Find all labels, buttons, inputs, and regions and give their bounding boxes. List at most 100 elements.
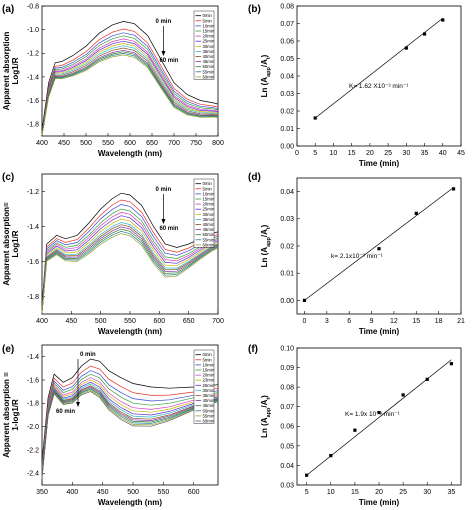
rate-constant-annotation: K= 1.9x 10⁻³ min⁻¹ <box>345 411 401 418</box>
y-axis-label-line2: Log1/R <box>11 230 20 257</box>
panel-f: (f) 5 10 15 20 25 30 35 0.03 0.04 0.05 0.06 0.07 0.08… <box>248 344 462 507</box>
panel-b: (b) 0 5 10 15 20 25 30 35 40 45 0.00 0.01 0.02 0.03 0.0… <box>248 3 465 168</box>
x-tick-label: 550 <box>102 140 114 147</box>
data-point <box>305 473 309 477</box>
annotation-60min: 60 min <box>56 409 75 415</box>
y-tick-label: 0.01 <box>280 271 294 278</box>
legend-entry: 35min <box>203 393 215 398</box>
legend-entry: 60min <box>203 419 215 424</box>
y-tick-label: 0.03 <box>280 91 294 98</box>
x-tick-label: 400 <box>36 318 48 325</box>
y-axis-label: Ln (Aapp/At) <box>260 395 272 438</box>
legend-entry: 55min <box>203 237 215 242</box>
spectrum-line-10min <box>41 32 219 135</box>
legend-entry: 10min <box>203 362 215 367</box>
legend-entry: 20min <box>203 373 215 378</box>
x-tick-label: 20 <box>375 489 383 496</box>
spectrum-line-60min <box>41 54 219 136</box>
legend-entry: 20min <box>203 34 215 39</box>
data-point <box>425 377 429 381</box>
x-tick-label: 450 <box>58 140 70 147</box>
panel-label: (d) <box>248 172 261 183</box>
x-tick-label: 21 <box>457 318 465 325</box>
spectrum-line-45min <box>41 49 219 136</box>
legend-entry: 50min <box>203 64 215 69</box>
legend-entry: 30min <box>203 388 215 393</box>
spectrum-line-20min <box>41 377 219 472</box>
legend-entry: 55min <box>203 69 215 74</box>
y-tick-label: -1.0 <box>27 27 39 34</box>
data-point <box>302 298 307 302</box>
panel-label: (c) <box>2 172 14 183</box>
y-tick-label: 0.02 <box>280 243 294 250</box>
spectrum-line-40min <box>41 47 219 136</box>
x-tick-label: 35 <box>421 150 429 157</box>
y-tick-label: 0.07 <box>280 21 294 28</box>
data-point <box>329 454 333 458</box>
spectrum-line-35min <box>41 45 219 136</box>
y-tick-label: 0.05 <box>280 443 294 450</box>
y-tick-label: 0.08 <box>280 3 294 10</box>
legend-entry: 50min <box>203 408 215 413</box>
y-tick-label: 0.10 <box>280 345 294 352</box>
y-axis-label-line1: Apparent absorption= <box>2 202 11 286</box>
y-tick-label: -1.8 <box>27 294 39 301</box>
data-point <box>377 410 381 415</box>
legend-entry: 0min <box>203 181 213 186</box>
legend-entry: 30min <box>203 44 215 49</box>
plot-frame <box>296 5 462 147</box>
panel-label: (e) <box>2 344 14 355</box>
y-tick-label: 0.04 <box>280 463 294 470</box>
x-tick-label: 400 <box>67 489 79 496</box>
x-tick-label: 550 <box>158 489 170 496</box>
spectrum-line-15min <box>41 208 219 312</box>
legend-entry: 15min <box>203 197 215 202</box>
x-tick-label: 750 <box>190 140 202 147</box>
y-tick-label: 0.06 <box>280 424 294 431</box>
panel-label: (a) <box>2 4 14 15</box>
spectrum-line-15min <box>41 373 219 470</box>
y-axis-label-line2: 1-log1/R <box>11 399 20 431</box>
x-tick-label: 15 <box>412 318 420 325</box>
x-axis-label: Time (min) <box>359 498 400 507</box>
spectrum-line-20min <box>41 38 219 136</box>
y-tick-label: 0.05 <box>280 56 294 63</box>
x-tick-label: 20 <box>366 150 374 157</box>
legend-entry: 25min <box>203 383 215 388</box>
spectrum-line-55min <box>41 390 219 478</box>
data-point <box>451 187 456 191</box>
spectrum-line-30min <box>41 383 219 475</box>
x-tick-label: 15 <box>348 150 356 157</box>
legend-entry: 15min <box>203 368 215 373</box>
spectrum-line-55min <box>41 53 219 136</box>
spectrum-line-0min <box>41 192 219 306</box>
legend-entry: 35min <box>203 217 215 222</box>
spectrum-line-10min <box>41 204 219 310</box>
y-tick-label: -1.8 <box>27 401 39 408</box>
spectrum-line-15min <box>41 35 219 136</box>
legend-entry: 0min <box>203 352 213 357</box>
x-tick-label: 3 <box>325 318 329 325</box>
x-tick-label: 40 <box>439 150 447 157</box>
x-tick-label: 15 <box>351 489 359 496</box>
x-tick-label: 450 <box>65 318 77 325</box>
y-tick-label: -1.6 <box>27 98 39 105</box>
x-tick-label: 25 <box>384 150 392 157</box>
legend-entry: 0min <box>203 13 213 18</box>
x-tick-label: 12 <box>390 318 398 325</box>
spectrum-line-35min <box>41 222 219 314</box>
spectrum-line-25min <box>41 40 219 136</box>
legend-entry: 15min <box>203 29 215 34</box>
spectrum-line-60min <box>41 233 219 314</box>
annotation-60min: 60 min <box>159 226 178 232</box>
y-tick-label: -1.6 <box>27 259 39 266</box>
arrow-head <box>76 402 80 407</box>
panel-d: (d) 0 3 6 9 12 15 18 21 0.00 0.01 0.02 0.03 0.04 Time … <box>248 172 465 336</box>
y-axis-label-line1: Apparent absorption <box>2 32 11 111</box>
y-tick-label: -1.4 <box>27 354 39 361</box>
legend-entry: 50min <box>203 232 215 237</box>
y-tick-label: -1.8 <box>27 122 39 129</box>
x-tick-label: 0 <box>303 318 307 325</box>
plot-frame <box>41 5 219 137</box>
